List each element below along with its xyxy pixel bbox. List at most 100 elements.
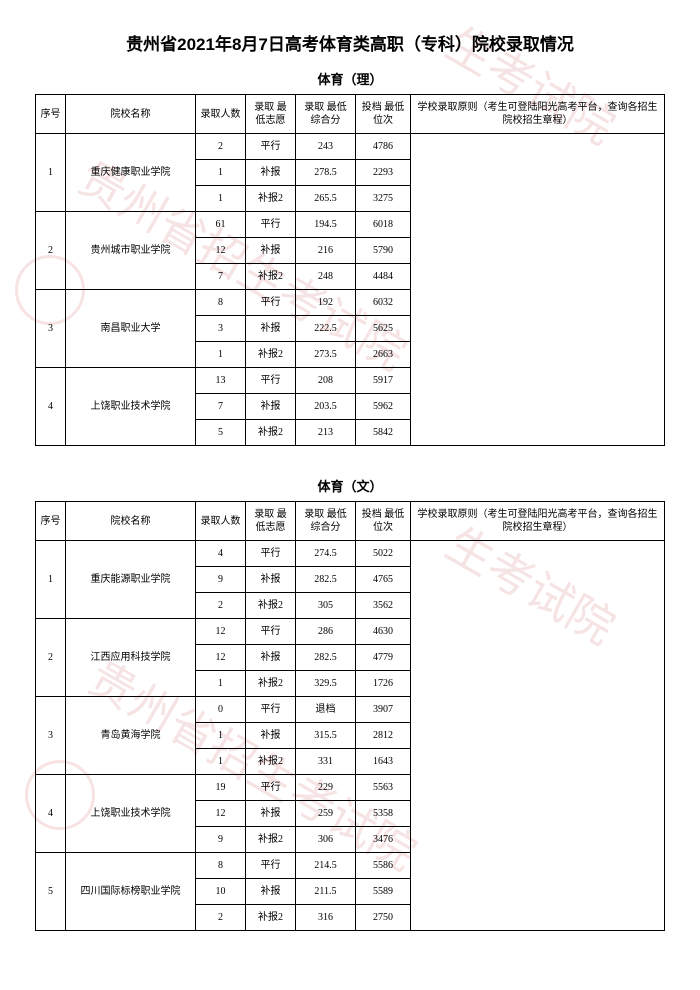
cell-school-name: 上饶职业技术学院	[66, 775, 196, 853]
cell-rank: 3275	[356, 186, 411, 212]
cell-rank: 5358	[356, 801, 411, 827]
cell-school-name: 贵州城市职业学院	[66, 212, 196, 290]
cell-wish: 补报	[246, 238, 296, 264]
cell-rank: 6018	[356, 212, 411, 238]
cell-wish: 补报2	[246, 827, 296, 853]
cell-rank: 5917	[356, 368, 411, 394]
cell-wish: 补报	[246, 316, 296, 342]
cell-count: 8	[196, 853, 246, 879]
table-row: 1重庆能源职业学院4平行274.55022	[36, 541, 665, 567]
cell-count: 7	[196, 264, 246, 290]
col-rule: 学校录取原则（考生可登陆阳光高考平台，查询各招生院校招生章程）	[411, 95, 665, 134]
cell-wish: 平行	[246, 775, 296, 801]
cell-wish: 补报	[246, 567, 296, 593]
cell-idx: 2	[36, 212, 66, 290]
cell-count: 4	[196, 541, 246, 567]
cell-score: 194.5	[296, 212, 356, 238]
cell-count: 5	[196, 420, 246, 446]
cell-rank: 3562	[356, 593, 411, 619]
cell-count: 3	[196, 316, 246, 342]
cell-wish: 补报	[246, 160, 296, 186]
cell-idx: 1	[36, 134, 66, 212]
cell-idx: 4	[36, 368, 66, 446]
cell-school-name: 四川国际标榜职业学院	[66, 853, 196, 931]
cell-count: 9	[196, 827, 246, 853]
table-header-row: 序号 院校名称 录取人数 录取 最低志愿 录取 最低综合分 投档 最低位次 学校…	[36, 95, 665, 134]
cell-wish: 补报2	[246, 342, 296, 368]
col-idx: 序号	[36, 502, 66, 541]
cell-idx: 2	[36, 619, 66, 697]
cell-idx: 4	[36, 775, 66, 853]
cell-score: 229	[296, 775, 356, 801]
cell-rank: 5790	[356, 238, 411, 264]
cell-rank: 5625	[356, 316, 411, 342]
cell-rank: 5586	[356, 853, 411, 879]
cell-score: 329.5	[296, 671, 356, 697]
cell-count: 19	[196, 775, 246, 801]
col-rank: 投档 最低位次	[356, 95, 411, 134]
cell-score: 216	[296, 238, 356, 264]
cell-rank: 2663	[356, 342, 411, 368]
cell-rank: 1726	[356, 671, 411, 697]
cell-rank: 4484	[356, 264, 411, 290]
cell-count: 2	[196, 593, 246, 619]
cell-score: 248	[296, 264, 356, 290]
cell-rank: 5842	[356, 420, 411, 446]
cell-wish: 补报2	[246, 905, 296, 931]
cell-score: 222.5	[296, 316, 356, 342]
cell-score: 214.5	[296, 853, 356, 879]
cell-count: 1	[196, 160, 246, 186]
cell-score: 331	[296, 749, 356, 775]
cell-count: 1	[196, 342, 246, 368]
cell-wish: 补报	[246, 645, 296, 671]
page-title: 贵州省2021年8月7日高考体育类高职（专科）院校录取情况	[35, 30, 665, 55]
cell-score: 306	[296, 827, 356, 853]
cell-score: 282.5	[296, 567, 356, 593]
cell-rank: 2293	[356, 160, 411, 186]
cell-wish: 补报2	[246, 420, 296, 446]
cell-score: 286	[296, 619, 356, 645]
cell-count: 8	[196, 290, 246, 316]
cell-wish: 平行	[246, 368, 296, 394]
cell-count: 1	[196, 186, 246, 212]
cell-wish: 平行	[246, 212, 296, 238]
cell-score: 退档	[296, 697, 356, 723]
cell-score: 265.5	[296, 186, 356, 212]
cell-wish: 平行	[246, 134, 296, 160]
col-score: 录取 最低综合分	[296, 502, 356, 541]
cell-count: 12	[196, 238, 246, 264]
cell-school-name: 重庆健康职业学院	[66, 134, 196, 212]
cell-idx: 3	[36, 290, 66, 368]
cell-rule	[411, 134, 665, 446]
cell-score: 282.5	[296, 645, 356, 671]
cell-count: 7	[196, 394, 246, 420]
cell-school-name: 青岛黄海学院	[66, 697, 196, 775]
cell-wish: 平行	[246, 853, 296, 879]
section-heading-science: 体育（理）	[35, 69, 665, 88]
cell-count: 1	[196, 749, 246, 775]
cell-rank: 3907	[356, 697, 411, 723]
cell-rank: 4786	[356, 134, 411, 160]
cell-wish: 补报2	[246, 186, 296, 212]
cell-wish: 补报2	[246, 749, 296, 775]
cell-count: 12	[196, 645, 246, 671]
section-heading-arts: 体育（文）	[35, 476, 665, 495]
col-wish: 录取 最低志愿	[246, 95, 296, 134]
col-count: 录取人数	[196, 502, 246, 541]
col-wish: 录取 最低志愿	[246, 502, 296, 541]
cell-count: 10	[196, 879, 246, 905]
table-header-row: 序号 院校名称 录取人数 录取 最低志愿 录取 最低综合分 投档 最低位次 学校…	[36, 502, 665, 541]
cell-wish: 补报	[246, 801, 296, 827]
cell-score: 278.5	[296, 160, 356, 186]
cell-count: 13	[196, 368, 246, 394]
cell-wish: 平行	[246, 290, 296, 316]
cell-rank: 2812	[356, 723, 411, 749]
cell-count: 61	[196, 212, 246, 238]
cell-wish: 平行	[246, 541, 296, 567]
cell-score: 192	[296, 290, 356, 316]
cell-count: 1	[196, 671, 246, 697]
cell-rank: 5962	[356, 394, 411, 420]
cell-score: 305	[296, 593, 356, 619]
cell-score: 211.5	[296, 879, 356, 905]
col-score: 录取 最低综合分	[296, 95, 356, 134]
